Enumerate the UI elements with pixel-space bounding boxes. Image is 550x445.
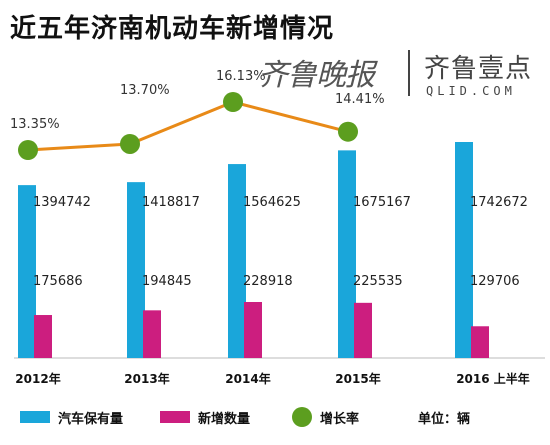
legend-item-vehicles: 汽车保有量 bbox=[20, 404, 123, 430]
logo-divider bbox=[408, 50, 410, 96]
value-label-vehicles: 1675167 bbox=[353, 195, 411, 210]
unit-note: 单位：辆 bbox=[418, 404, 470, 430]
rate-point bbox=[18, 140, 38, 160]
rate-point bbox=[338, 121, 358, 142]
legend-dot-rate bbox=[292, 407, 312, 427]
legend-label-rate: 增长率 bbox=[320, 411, 360, 427]
rate-line bbox=[27, 100, 349, 152]
value-label-vehicles: 1418817 bbox=[142, 195, 200, 210]
chart-plot: 1394742 175686 2012年 1418817 194845 2013年 1564… bbox=[10, 69, 545, 386]
rate-label: 16.13% bbox=[216, 69, 266, 84]
chart-title: 近五年济南机动车新增情况 bbox=[10, 14, 335, 44]
bar-new bbox=[143, 310, 161, 358]
bar-new bbox=[34, 315, 52, 358]
bar-vehicles bbox=[228, 164, 246, 358]
chart-legend: 汽车保有量 新增数量 增长率 单位：辆 bbox=[20, 404, 550, 430]
bar-vehicles bbox=[455, 142, 473, 358]
rate-label: 14.41% bbox=[335, 92, 385, 107]
rate-label: 13.35% bbox=[10, 117, 60, 132]
rate-point bbox=[120, 133, 140, 154]
legend-swatch-new bbox=[160, 411, 190, 423]
category-label: 2014年 bbox=[225, 371, 270, 386]
category-label: 2016 上半年 bbox=[456, 371, 530, 386]
logo-group: 齐鲁晚报 齐鲁壹点 QLID.COM bbox=[258, 44, 550, 110]
legend-swatch-vehicles bbox=[20, 411, 50, 423]
bar-vehicles bbox=[18, 185, 36, 358]
category-label: 2015年 bbox=[335, 371, 380, 386]
value-label-new: 194845 bbox=[142, 274, 192, 289]
app-logo-domain: QLID.COM bbox=[426, 84, 516, 98]
legend-item-rate: 增长率 bbox=[292, 404, 359, 430]
value-label-vehicles: 1394742 bbox=[33, 195, 91, 210]
category-label: 2012年 bbox=[15, 371, 60, 386]
app-logo: 齐鲁壹点 bbox=[424, 54, 533, 84]
value-label-new: 129706 bbox=[470, 274, 520, 289]
legend-item-new: 新增数量 bbox=[160, 404, 250, 430]
rate-label: 13.70% bbox=[120, 83, 170, 98]
legend-label-new: 新增数量 bbox=[198, 411, 251, 427]
bar-vehicles bbox=[127, 182, 145, 358]
bar-new bbox=[354, 302, 372, 358]
rate-point bbox=[223, 92, 243, 112]
unit-label: 单位：辆 bbox=[418, 411, 471, 427]
bar-vehicles bbox=[338, 150, 356, 358]
value-label-new: 225535 bbox=[353, 274, 403, 289]
newspaper-logo: 齐鲁晚报 bbox=[258, 58, 375, 93]
legend-label-vehicles: 汽车保有量 bbox=[58, 411, 124, 427]
bar-new bbox=[244, 302, 262, 358]
category-label: 2013年 bbox=[124, 371, 169, 386]
value-label-new: 175686 bbox=[33, 274, 83, 289]
value-label-new: 228918 bbox=[243, 274, 293, 289]
bar-new bbox=[471, 326, 489, 358]
value-label-vehicles: 1564625 bbox=[243, 195, 301, 210]
value-label-vehicles: 1742672 bbox=[470, 195, 528, 210]
